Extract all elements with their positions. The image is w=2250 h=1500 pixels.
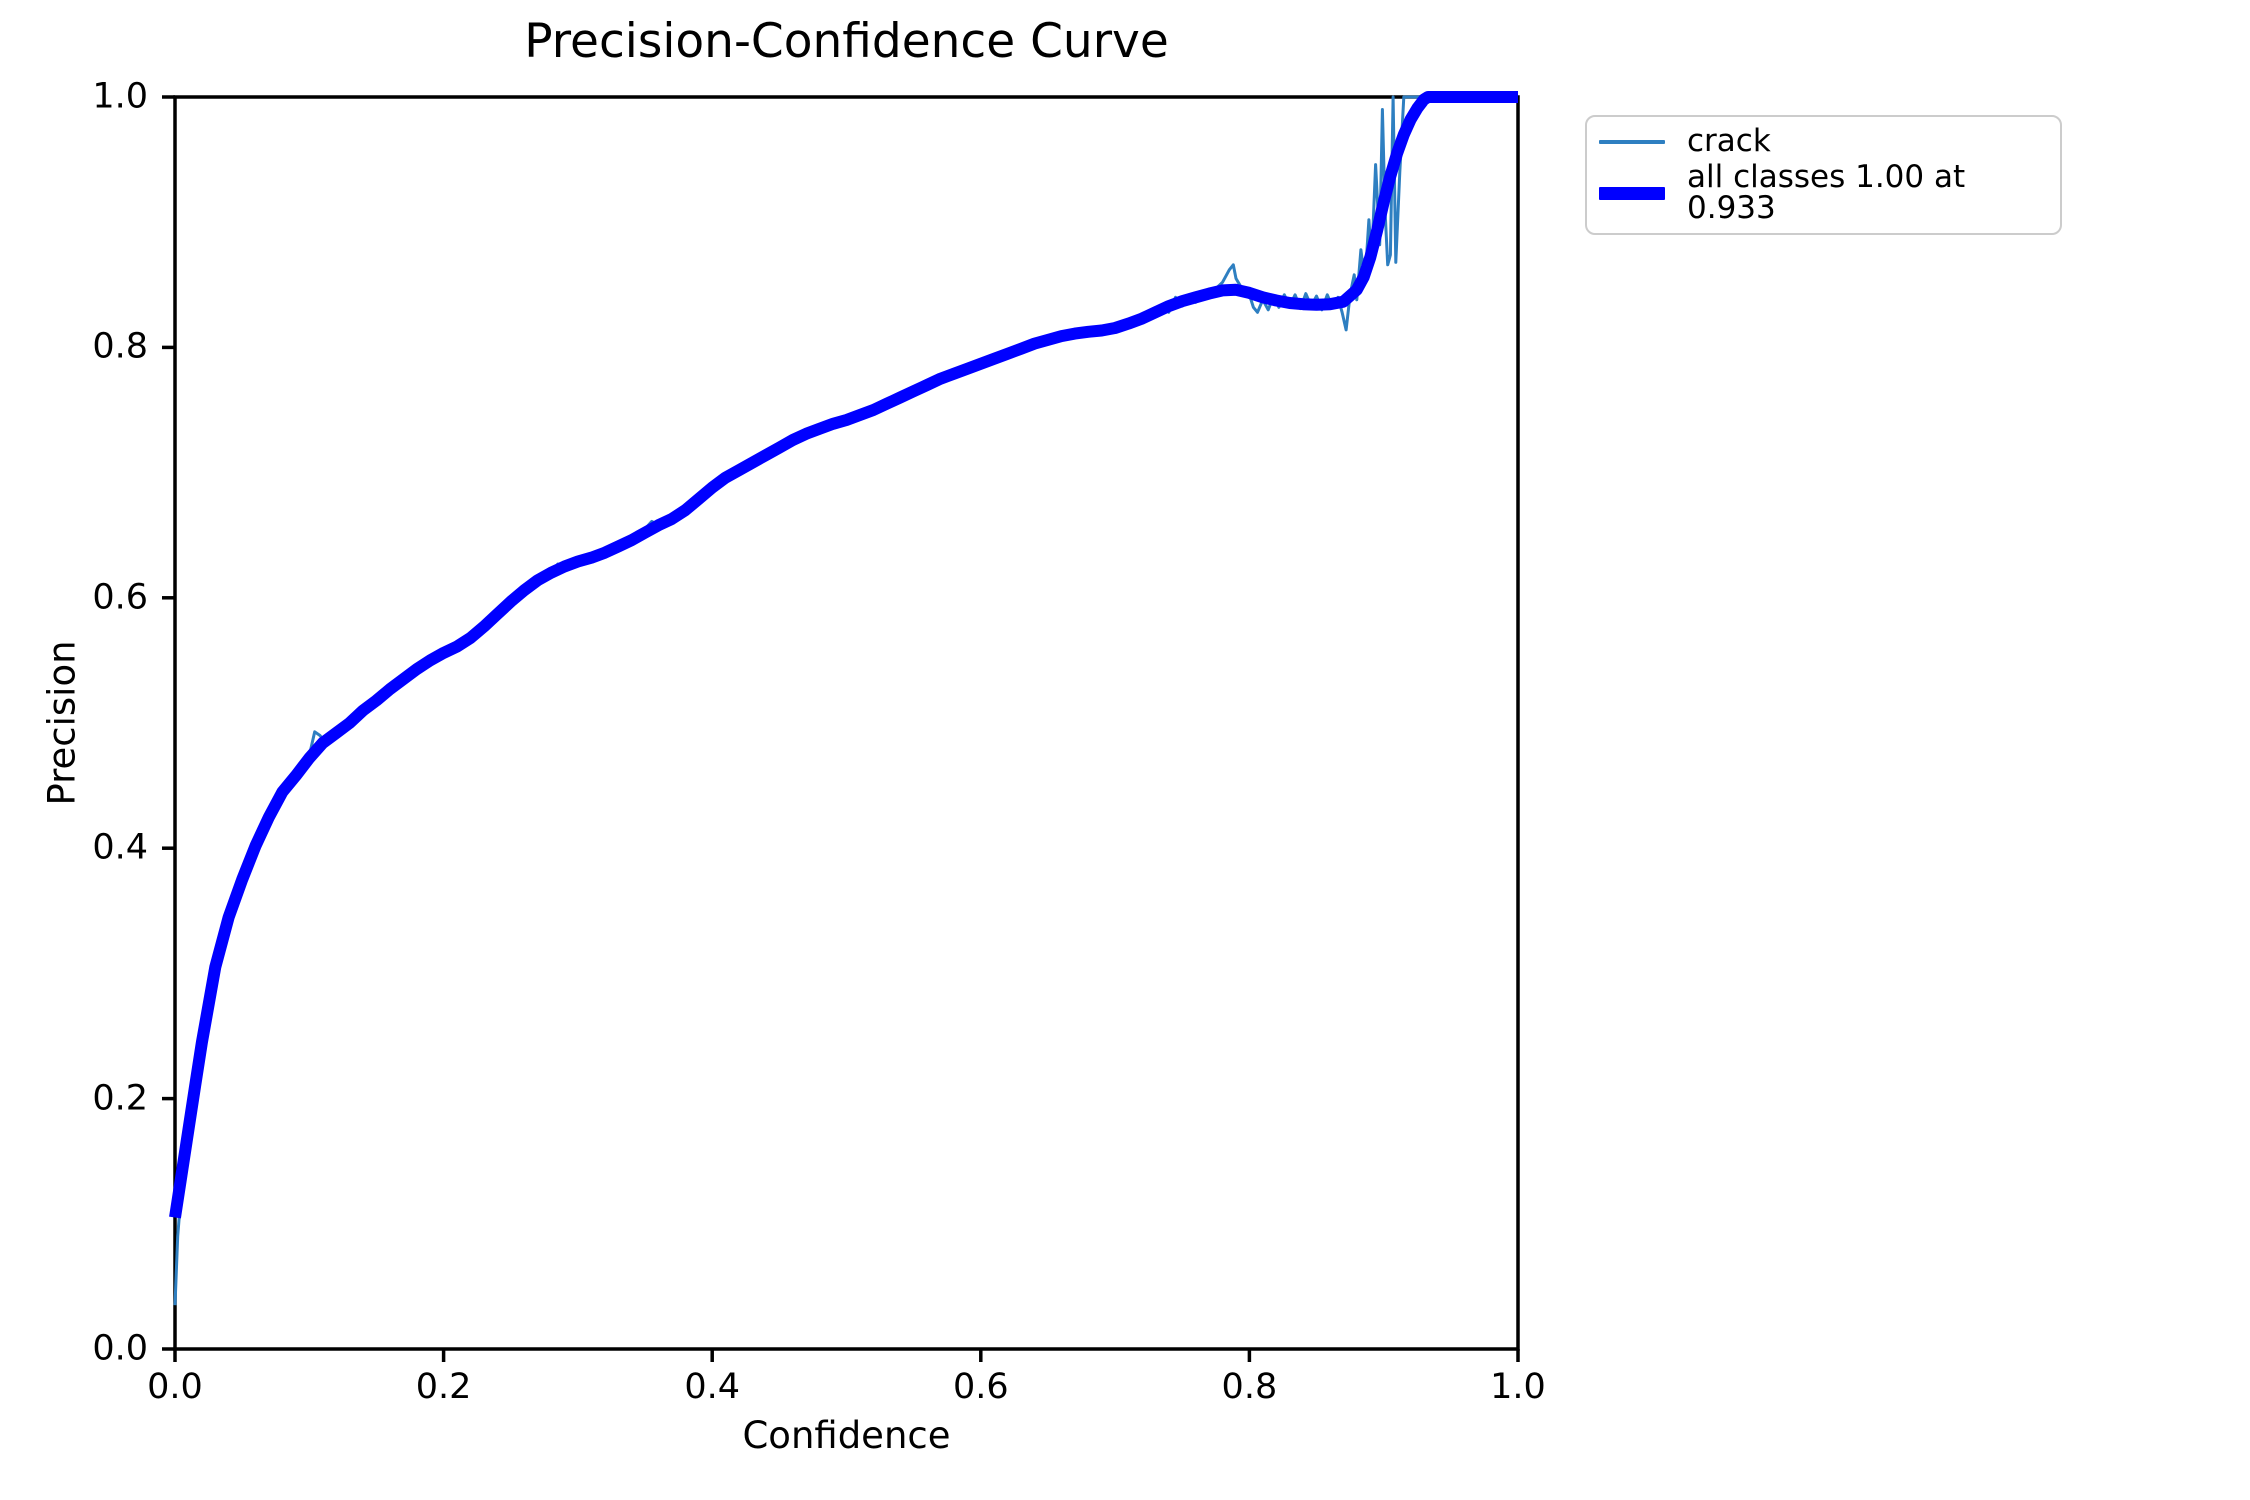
axes-spines <box>173 95 1520 1351</box>
series-line-all-classes <box>169 91 1518 1219</box>
x-axis-label: Confidence <box>742 1414 951 1457</box>
y-tick-label: 1.0 <box>92 76 148 117</box>
y-tick-label: 0.2 <box>92 1078 148 1119</box>
y-tick-label: 0.6 <box>92 577 148 618</box>
all-classes-line-swatch <box>1599 186 1665 200</box>
y-tick-label: 0.8 <box>92 326 148 367</box>
x-tick-label: 0.6 <box>952 1367 1009 1407</box>
x-tick-label: 1.0 <box>1490 1367 1546 1407</box>
crack-line-swatch <box>1599 139 1665 144</box>
y-tick-label: 0.4 <box>92 827 148 868</box>
legend-entry-crack: crack <box>1587 126 2060 157</box>
x-tick-label: 0.4 <box>684 1367 741 1407</box>
chart-title: Precision-Confidence Curve <box>524 14 1169 69</box>
y-tick-label: 0.0 <box>92 1328 148 1369</box>
x-tick-label: 0.2 <box>415 1367 472 1407</box>
x-tick-label: 0.0 <box>147 1367 203 1407</box>
legend-label-all-classes: all classes 1.00 at 0.933 <box>1687 159 1966 226</box>
legend-box: crack all classes 1.00 at 0.933 <box>1585 115 2062 235</box>
legend-entry-all-classes: all classes 1.00 at 0.933 <box>1587 162 2060 224</box>
legend-label-crack: crack <box>1687 123 1771 159</box>
x-tick-label: 0.8 <box>1221 1367 1278 1407</box>
